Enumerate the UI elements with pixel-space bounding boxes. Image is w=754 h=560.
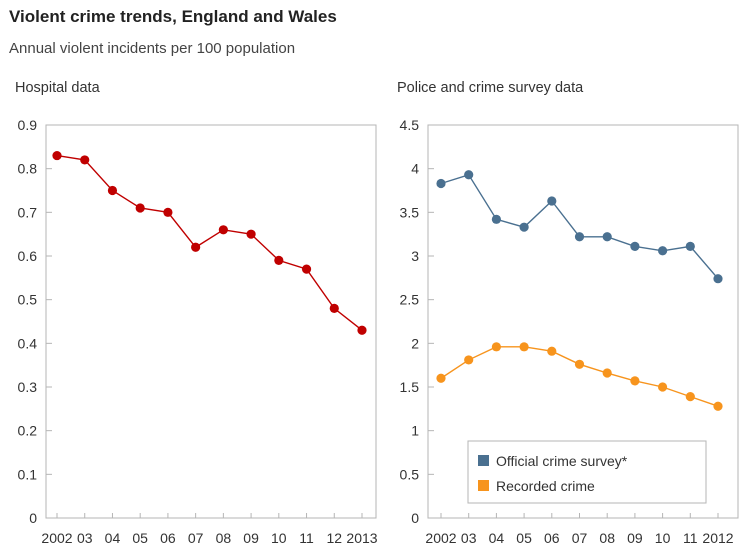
data-point: [658, 246, 668, 256]
x-tick-label: 09: [243, 530, 259, 546]
x-tick-label: 07: [572, 530, 588, 546]
y-tick-label: 4: [411, 161, 419, 177]
y-tick-label: 0.8: [18, 161, 38, 177]
x-tick-label: 10: [655, 530, 671, 546]
data-point: [246, 229, 256, 239]
x-tick-label: 09: [627, 530, 643, 546]
plot-frame-0: [45, 124, 377, 519]
data-point: [464, 355, 474, 365]
data-point: [329, 303, 339, 313]
y-tick-label: 3: [411, 248, 419, 264]
y-tick-label: 0.5: [18, 292, 38, 308]
x-tick-label: 2013: [346, 530, 377, 546]
y-tick-label: 0.6: [18, 248, 38, 264]
y-tick-label: 0.9: [18, 117, 38, 133]
y-tick-label: 1.5: [400, 379, 420, 395]
x-tick-label: 2002: [41, 530, 72, 546]
x-tick-label: 06: [160, 530, 176, 546]
y-tick-label: 0.7: [18, 204, 38, 220]
panel-title-0: Hospital data: [15, 80, 101, 96]
series-line-0-0: [56, 154, 363, 331]
series-line-1-0: [440, 173, 719, 280]
data-point: [464, 170, 474, 180]
legend-label: Official crime survey*: [496, 453, 628, 469]
y-tick-label: 0.3: [18, 379, 38, 395]
data-point: [274, 255, 284, 265]
data-point: [80, 155, 90, 165]
data-point: [436, 178, 446, 189]
data-point: [602, 232, 612, 242]
data-point: [658, 382, 668, 392]
y-tick-label: 3.5: [400, 204, 420, 220]
data-point: [491, 214, 501, 224]
data-point: [547, 346, 557, 356]
series-line-1-1: [440, 346, 719, 407]
y-tick-label: 0: [29, 510, 37, 526]
x-tick-label: 11: [683, 530, 698, 546]
data-point: [135, 203, 145, 213]
legend-swatch: [478, 480, 489, 491]
chart-subtitle: Annual violent incidents per 100 populat…: [9, 40, 296, 57]
x-tick-label: 12: [326, 530, 342, 546]
x-tick-label: 03: [77, 530, 93, 546]
y-tick-label: 0.1: [18, 466, 38, 482]
data-point: [519, 342, 529, 352]
x-tick-label: 08: [599, 530, 615, 546]
data-point: [218, 225, 228, 235]
data-point: [436, 373, 446, 383]
data-point: [685, 392, 695, 402]
data-point: [519, 222, 529, 232]
y-tick-label: 2.5: [400, 292, 420, 308]
x-tick-label: 11: [299, 530, 314, 546]
y-tick-label: 0.4: [18, 335, 38, 351]
data-point: [491, 342, 501, 352]
x-tick-label: 10: [271, 530, 287, 546]
plot-frame-1: [427, 124, 739, 519]
x-tick-label: 03: [461, 530, 477, 546]
x-tick-label: 08: [216, 530, 232, 546]
x-tick-label: 05: [516, 530, 532, 546]
x-tick-label: 07: [188, 530, 204, 546]
data-point: [107, 185, 118, 196]
data-point: [713, 401, 723, 411]
data-point: [52, 150, 62, 161]
data-point: [357, 325, 367, 335]
y-tick-label: 1: [411, 423, 419, 439]
y-tick-label: 0.5: [400, 466, 420, 482]
y-tick-label: 4.5: [400, 117, 420, 133]
legend-swatch: [478, 455, 489, 466]
panel-title-1: Police and crime survey data: [397, 80, 584, 96]
legend-box: [467, 440, 707, 504]
y-tick-label: 2: [411, 335, 419, 351]
data-point: [630, 376, 640, 386]
x-tick-label: 2012: [702, 530, 733, 546]
data-point: [630, 241, 640, 251]
data-point: [191, 242, 201, 252]
x-tick-label: 04: [105, 530, 121, 546]
data-point: [602, 368, 612, 378]
data-point: [163, 207, 173, 217]
data-point: [574, 232, 585, 242]
data-point: [713, 274, 723, 284]
data-point: [547, 196, 557, 206]
data-point: [301, 264, 312, 274]
x-tick-label: 04: [489, 530, 505, 546]
y-tick-label: 0: [411, 510, 419, 526]
data-point: [574, 359, 585, 369]
y-tick-label: 0.2: [18, 423, 38, 439]
data-point: [685, 241, 695, 251]
chart-title: Violent crime trends, England and Wales: [9, 7, 337, 26]
x-tick-label: 2002: [425, 530, 456, 546]
x-tick-label: 05: [132, 530, 148, 546]
legend-label: Recorded crime: [496, 478, 595, 494]
x-tick-label: 06: [544, 530, 560, 546]
